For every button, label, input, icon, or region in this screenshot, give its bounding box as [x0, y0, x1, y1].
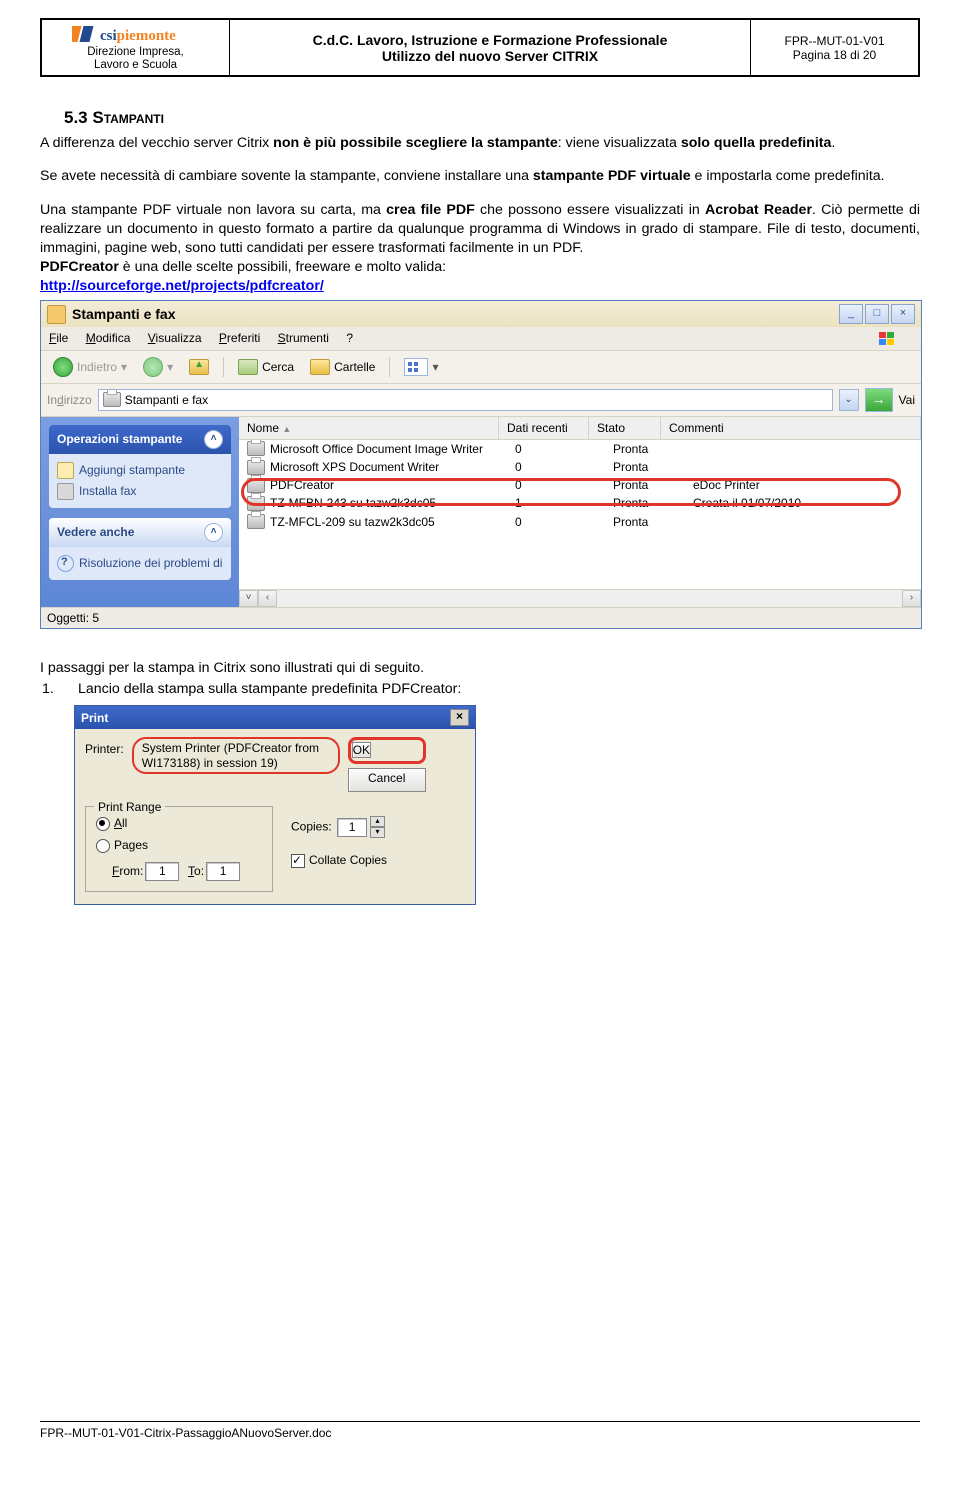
forward-button[interactable]: ▾ — [137, 355, 179, 379]
printer-name-highlight: System Printer (PDFCreator from WI173188… — [132, 737, 340, 774]
copies-spinner[interactable]: 1 ▴▾ — [335, 816, 385, 838]
table-row[interactable]: Microsoft Office Document Image Writer0P… — [239, 440, 921, 458]
see-also-box: Vedere anche˄ Risoluzione dei problemi d… — [49, 518, 231, 580]
menu-favorites[interactable]: Preferiti — [219, 331, 260, 345]
after-text-1: I passaggi per la stampa in Citrix sono … — [40, 659, 920, 678]
windows-flag-icon — [877, 330, 899, 348]
table-row[interactable]: TZ-MFCL-209 su tazw2k3dc050Pronta — [239, 513, 921, 531]
window-title: Stampanti e fax — [72, 305, 175, 324]
views-button[interactable]: ▾ — [398, 356, 444, 378]
see-also-header[interactable]: Vedere anche˄ — [49, 518, 231, 547]
page-header: csipiemonte Direzione Impresa, Lavoro e … — [40, 18, 920, 77]
printer-tasks-header[interactable]: Operazioni stampante˄ — [49, 425, 231, 454]
tasks-pane: Operazioni stampante˄ Aggiungi stampante… — [41, 417, 239, 607]
table-row[interactable]: PDFCreator0ProntaeDoc Printer — [239, 476, 921, 494]
h-scrollbar[interactable]: ˅ ‹ › — [239, 589, 921, 607]
print-dialog: Print × Printer: System Printer (PDFCrea… — [74, 705, 476, 904]
printers-list: Nome ▲ Dati recenti Stato Commenti Micro… — [239, 417, 921, 607]
menu-bar[interactable]: File Modifica Visualizza Preferiti Strum… — [41, 327, 921, 350]
status-bar: Oggetti: 5 — [41, 607, 921, 628]
printer-label: Printer: — [85, 737, 124, 757]
install-fax-task[interactable]: Installa fax — [57, 481, 223, 502]
go-label: Vai — [899, 392, 915, 408]
para-2: Se avete necessità di cambiare sovente l… — [40, 167, 920, 186]
go-button[interactable]: → — [865, 388, 893, 412]
para-1: A differenza del vecchio server Citrix n… — [40, 134, 920, 153]
minimize-button[interactable]: _ — [839, 304, 863, 324]
ok-button[interactable]: OK — [352, 742, 371, 758]
scroll-left[interactable]: ‹ — [258, 590, 277, 607]
list-rows: Microsoft Office Document Image Writer0P… — [239, 440, 921, 589]
collate-checkbox[interactable]: Collate Copies — [291, 852, 387, 868]
scroll-right[interactable]: › — [902, 590, 921, 607]
printer-icon — [247, 460, 265, 475]
collapse-icon[interactable]: ˄ — [204, 430, 223, 449]
logo-subtitle: Direzione Impresa, Lavoro e Scuola — [48, 46, 223, 71]
doc-ref: FPR--MUT-01-V01 Pagina 18 di 20 — [751, 19, 920, 76]
back-button[interactable]: Indietro ▾ — [47, 355, 133, 379]
printer-tasks-box: Operazioni stampante˄ Aggiungi stampante… — [49, 425, 231, 508]
troubleshoot-task[interactable]: Risoluzione dei problemi di — [57, 553, 223, 574]
col-name[interactable]: Nome ▲ — [239, 417, 499, 439]
col-stato[interactable]: Stato — [589, 417, 661, 439]
toolbar: Indietro ▾ ▾ ▲ Cerca Cartelle ▾ — [41, 351, 921, 384]
address-dropdown[interactable]: ⌄ — [839, 389, 859, 411]
dialog-titlebar[interactable]: Print × — [75, 706, 475, 729]
printer-icon — [247, 496, 265, 511]
table-row[interactable]: Microsoft XPS Document Writer0Pronta — [239, 458, 921, 476]
printer-icon — [247, 478, 265, 493]
ok-highlight: OK — [348, 737, 426, 764]
window-titlebar[interactable]: Stampanti e fax _□× — [41, 301, 921, 327]
para-3: Una stampante PDF virtuale non lavora su… — [40, 201, 920, 259]
explorer-window: Stampanti e fax _□× File Modifica Visual… — [40, 300, 922, 628]
printer-icon — [103, 392, 121, 407]
printers-folder-icon — [47, 305, 66, 324]
radio-pages[interactable]: Pages — [96, 837, 262, 853]
address-label: Indirizzo — [47, 392, 92, 408]
page-footer: FPR--MUT-01-V01-Citrix-PassaggioANuovoSe… — [40, 1421, 920, 1440]
col-comm[interactable]: Commenti — [661, 417, 921, 439]
menu-view[interactable]: Visualizza — [148, 331, 202, 345]
address-bar: Indirizzo Stampanti e fax ⌄ → Vai — [41, 384, 921, 417]
print-range-fieldset: Print Range All Pages From:1 To:1 — [85, 806, 273, 891]
from-input[interactable]: 1 — [145, 862, 179, 881]
step-1: 1. Lancio della stampa sulla stampante p… — [40, 680, 920, 699]
search-button[interactable]: Cerca — [232, 357, 300, 377]
add-printer-task[interactable]: Aggiungi stampante — [57, 460, 223, 481]
dialog-close-button[interactable]: × — [450, 709, 469, 726]
col-dati[interactable]: Dati recenti — [499, 417, 589, 439]
spin-down[interactable]: ▾ — [370, 827, 385, 838]
csi-logo-icon: csipiemonte — [72, 24, 200, 44]
close-button[interactable]: × — [891, 304, 915, 324]
table-row[interactable]: TZ-MFBN-243 su tazw2k3dc051ProntaCreata … — [239, 494, 921, 512]
collapse-icon[interactable]: ˄ — [204, 523, 223, 542]
address-box[interactable]: Stampanti e fax — [98, 389, 833, 411]
copies-row: Copies: 1 ▴▾ — [291, 816, 387, 838]
up-button[interactable]: ▲ — [183, 357, 215, 377]
scroll-up-stub[interactable]: ˅ — [239, 590, 258, 607]
logo-cell: csipiemonte Direzione Impresa, Lavoro e … — [41, 19, 230, 76]
pdfcreator-link[interactable]: http://sourceforge.net/projects/pdfcreat… — [40, 278, 324, 294]
printer-icon — [247, 441, 265, 456]
printer-icon — [247, 514, 265, 529]
section-heading: 5.3 Stampanti — [64, 107, 920, 130]
radio-all[interactable]: All — [96, 815, 262, 831]
folders-button[interactable]: Cartelle — [304, 357, 381, 377]
menu-tools[interactable]: Strumenti — [278, 331, 329, 345]
spin-up[interactable]: ▴ — [370, 816, 385, 827]
cancel-button[interactable]: Cancel — [348, 768, 426, 792]
list-columns[interactable]: Nome ▲ Dati recenti Stato Commenti — [239, 417, 921, 440]
to-input[interactable]: 1 — [206, 862, 240, 881]
window-buttons[interactable]: _□× — [837, 304, 915, 324]
menu-help[interactable]: ? — [346, 331, 353, 345]
maximize-button[interactable]: □ — [865, 304, 889, 324]
doc-title: C.d.C. Lavoro, Istruzione e Formazione P… — [230, 19, 751, 76]
menu-edit[interactable]: Modifica — [86, 331, 131, 345]
range-inputs: From:1 To:1 — [96, 862, 262, 881]
para-4: PDFCreator è una delle scelte possibili,… — [40, 258, 920, 296]
svg-text:csipiemonte: csipiemonte — [100, 28, 176, 44]
menu-file[interactable]: File — [49, 331, 68, 345]
